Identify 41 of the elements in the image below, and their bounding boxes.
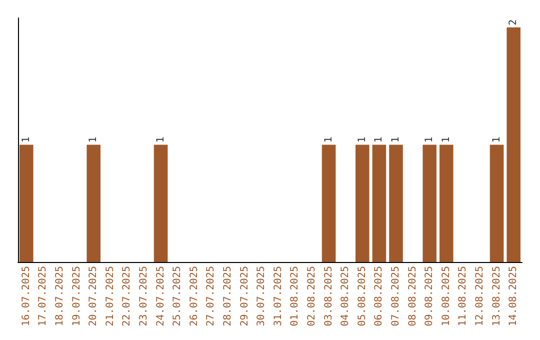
x-tick-label: 10.08.2025: [440, 266, 452, 326]
data-label: 1: [88, 136, 100, 143]
x-tick-label: 16.07.2025: [20, 266, 32, 326]
x-tick-label: 13.08.2025: [491, 266, 502, 326]
x-tick-label: 18.07.2025: [54, 266, 66, 326]
x-tick-label: 24.07.2025: [155, 266, 166, 326]
x-tick-label: 30.07.2025: [256, 266, 268, 326]
data-label: 1: [374, 136, 385, 143]
x-tick-label: 29.07.2025: [239, 266, 250, 326]
data-label: 1: [323, 136, 334, 143]
x-tick-label: 05.08.2025: [356, 266, 368, 326]
x-tick-label: 14.08.2025: [508, 266, 520, 326]
data-label: 1: [356, 136, 368, 143]
x-tick-label: 01.08.2025: [290, 266, 301, 326]
x-tick-label: 25.07.2025: [172, 266, 184, 326]
x-tick-label: 04.08.2025: [340, 266, 352, 326]
x-tick-label: 31.07.2025: [272, 266, 284, 326]
data-label: 1: [20, 136, 32, 143]
x-tick-label: 17.07.2025: [38, 266, 49, 326]
x-tick-label: 21.07.2025: [104, 266, 116, 326]
x-tick-label: 07.08.2025: [390, 266, 402, 326]
x-tick-label: 08.08.2025: [407, 266, 418, 326]
x-tick-label: 02.08.2025: [306, 266, 318, 326]
x-tick-label: 09.08.2025: [424, 266, 436, 326]
data-label: 1: [424, 136, 436, 143]
data-label: 1: [155, 136, 166, 143]
x-tick-label: 19.07.2025: [71, 266, 82, 326]
x-tick-label: 03.08.2025: [323, 266, 334, 326]
x-tick-label: 27.07.2025: [206, 266, 217, 326]
data-label: 1: [440, 136, 452, 143]
x-tick-label: 22.07.2025: [122, 266, 133, 326]
x-tick-label: 23.07.2025: [138, 266, 150, 326]
x-tick-label: 28.07.2025: [222, 266, 234, 326]
x-tick-label: 06.08.2025: [374, 266, 385, 326]
x-tick-label: 26.07.2025: [188, 266, 200, 326]
x-tick-label: 11.08.2025: [458, 266, 469, 326]
data-label: 2: [508, 19, 520, 26]
data-label: 1: [390, 136, 402, 143]
data-label: 1: [491, 136, 502, 143]
x-tick-label: 12.08.2025: [474, 266, 486, 326]
x-tick-label: 20.07.2025: [88, 266, 100, 326]
